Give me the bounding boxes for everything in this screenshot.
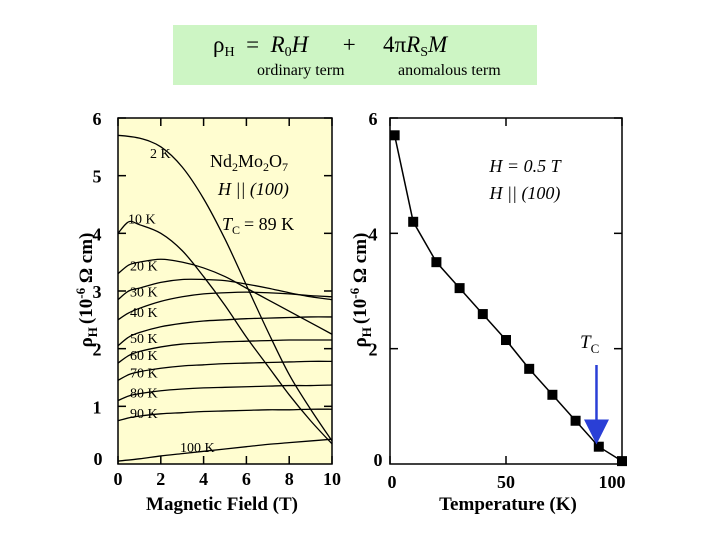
h-symbol: H [291, 32, 309, 57]
right-x-tick-label-50: 50 [497, 472, 515, 492]
left-y-tick-label-1: 1 [93, 397, 102, 417]
rho-symbol: ρ [213, 32, 225, 57]
curve-label-80k: 80 K [130, 387, 158, 402]
anomalous-term-label: anomalous term [398, 62, 501, 79]
rs-subscript: S [420, 45, 428, 60]
right-x-ticks: 0 50 100 [388, 118, 626, 492]
right-y-ticks: 0 2 4 6 [369, 109, 622, 470]
left-chart: 1 2 3 4 5 6 0 2 4 6 8 10 2 K 10 K 20 K 30 K 40 K 50 K 60… [73, 109, 341, 515]
curve-label-2k: 2 K [150, 147, 171, 162]
left-x-tick-label-8: 8 [285, 469, 294, 489]
left-series-labels: 2 K 10 K 20 K 30 K 40 K 50 K 60 K 70 K 80 K 90 K 1… [128, 147, 215, 456]
right-plot-area [389, 117, 623, 465]
rs-symbol: R [406, 32, 421, 57]
curve-label-60k: 60 K [130, 349, 158, 364]
right-y-axis-label: ρH(10-6 Ω cm) [347, 233, 374, 348]
left-y-tick-label-3: 3 [93, 282, 102, 302]
data-point-20k [431, 257, 442, 268]
right-y-tick-label-4: 4 [369, 224, 378, 244]
data-point-60k [524, 363, 535, 374]
curve-label-90k: 90 K [130, 407, 158, 422]
equals-sign: = [246, 32, 260, 57]
right-y-tick-label-6: 6 [369, 109, 378, 129]
left-y-tick-label-2: 2 [93, 340, 102, 360]
right-x-tick-label-100: 100 [599, 472, 626, 492]
left-x-tick-label-0: 0 [114, 469, 123, 489]
curve-label-50k: 50 K [130, 332, 158, 347]
curve-label-20k: 20 K [130, 260, 158, 275]
curve-90k [117, 408, 333, 422]
data-point-40k [477, 309, 488, 320]
r0-symbol: R [270, 32, 285, 57]
ordinary-term-label: ordinary term [257, 62, 345, 79]
curve-40k [117, 291, 333, 321]
formula-ordinary: ρH = R0H + [213, 32, 356, 61]
m-symbol: M [427, 32, 448, 57]
left-x-tick-label-2: 2 [156, 469, 165, 489]
curve-label-70k: 70 K [130, 366, 158, 381]
data-point-70k [547, 389, 558, 400]
curve-100k [117, 438, 333, 462]
left-field-annotation: H || (100) [217, 179, 289, 200]
left-y-origin-label: 0 [94, 449, 103, 469]
right-x-tick-label-0: 0 [388, 472, 397, 492]
rho-subscript: H [224, 45, 235, 60]
plus-sign: + [342, 32, 356, 57]
data-point-80k [570, 415, 581, 426]
left-y-tick-label-4: 4 [93, 224, 102, 244]
left-material-annotation: Nd2Mo2O7 [210, 151, 288, 174]
right-y-tick-label-0: 0 [374, 450, 383, 470]
formula-anomalous: 4πRSM [383, 32, 447, 61]
data-point-50k [501, 335, 511, 346]
data-point-30k [454, 283, 465, 294]
curve-label-10k: 10 K [128, 212, 156, 227]
left-x-tick-label-10: 10 [323, 469, 341, 489]
curve-60k [117, 339, 332, 364]
left-x-tick-label-4: 4 [199, 469, 208, 489]
left-y-tick-label-5: 5 [93, 167, 102, 187]
curve-80k [117, 384, 333, 402]
left-x-ticks: 0 2 4 6 8 10 [114, 118, 341, 489]
right-y-tick-label-2: 2 [369, 340, 378, 360]
r0-subscript: 0 [284, 45, 292, 60]
right-tc-label: TC [580, 332, 599, 356]
curve-70k [117, 360, 333, 381]
curve-label-40k: 40 K [130, 306, 158, 321]
left-tc-annotation: TC = 89 K [222, 214, 294, 237]
right-x-axis-label: Temperature (K) [439, 494, 577, 515]
right-field-annotation-1: H = 0.5 T [488, 156, 562, 176]
curve-20k [117, 258, 333, 335]
left-x-tick-label-6: 6 [242, 469, 251, 489]
left-x-axis-label: Magnetic Field (T) [146, 494, 298, 515]
four-pi: 4π [383, 32, 407, 57]
left-y-ticks: 1 2 3 4 5 6 [93, 109, 332, 417]
left-y-axis-label: ρH(10-6 Ω cm) [73, 233, 100, 348]
left-curves [117, 134, 333, 462]
curve-30k [117, 278, 333, 301]
curve-50k [117, 316, 333, 347]
right-chart: 0 2 4 6 0 50 100 H = 0.5 T H || (100) TC Temp… [347, 109, 627, 515]
data-point-2k [389, 130, 400, 141]
data-point-10k [408, 216, 419, 227]
formula-box: ρH = R0H + 4πRSM ordinary term anomalous… [173, 25, 537, 85]
curve-10k [117, 220, 333, 445]
curve-label-100k: 100 K [180, 441, 215, 456]
left-y-tick-label-6: 6 [93, 109, 102, 129]
curve-label-30k: 30 K [130, 286, 158, 301]
data-point-90k [593, 441, 604, 452]
right-field-annotation-2: H || (100) [489, 183, 561, 204]
